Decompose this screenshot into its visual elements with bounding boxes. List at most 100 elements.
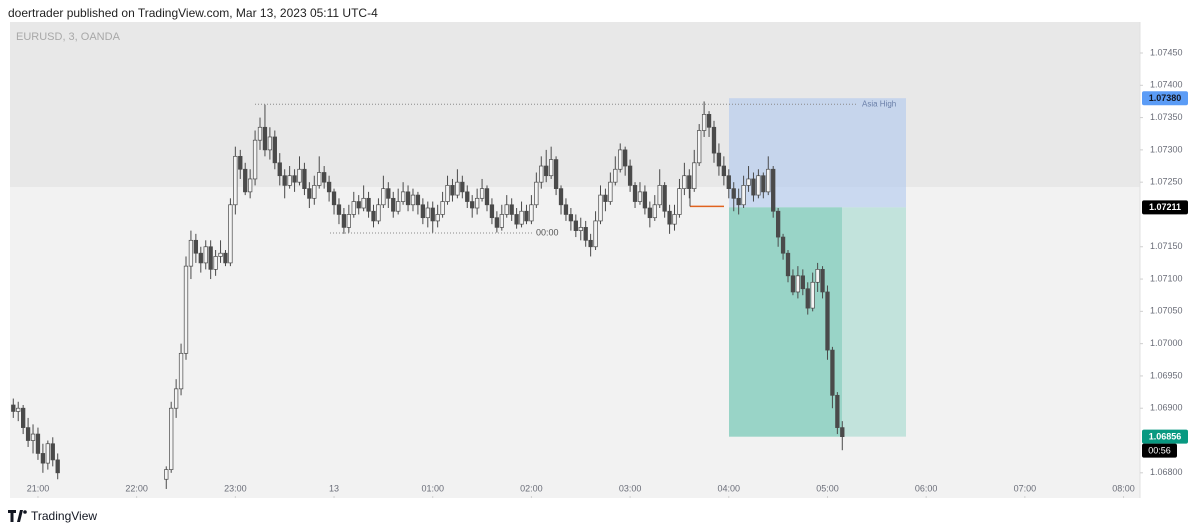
candle-body — [529, 204, 534, 222]
y-tick-label: 1.07450 — [1150, 47, 1183, 57]
candle-body — [21, 407, 26, 428]
candle-body — [766, 168, 771, 193]
candle-body — [534, 181, 539, 206]
footer-brand: TradingView — [31, 509, 98, 523]
candle-body — [810, 281, 815, 309]
candle-body — [183, 265, 189, 354]
candle-body — [55, 459, 60, 474]
candle-body — [558, 188, 564, 206]
candle-body — [775, 210, 781, 238]
candle-body — [682, 175, 687, 189]
candle-body — [539, 165, 544, 183]
candle-body — [800, 275, 805, 290]
candle-body — [430, 207, 435, 222]
candle-body — [726, 175, 731, 189]
candle-body — [544, 165, 549, 177]
candle-body — [381, 188, 386, 206]
candle-body — [627, 165, 633, 186]
candle-body — [361, 197, 366, 209]
x-tick-label: 03:00 — [619, 483, 642, 493]
symbol-title: EURUSD, 3, OANDA — [16, 31, 121, 43]
candle-body — [405, 191, 411, 206]
candle-body — [721, 165, 727, 177]
y-tick-label: 1.07400 — [1150, 80, 1183, 90]
candle-body — [252, 139, 258, 180]
candle-body — [282, 175, 287, 186]
candle-body — [825, 291, 830, 351]
candle-body — [677, 188, 682, 215]
x-tick-label: 01:00 — [421, 483, 444, 493]
candle-body — [396, 201, 401, 212]
candle-body — [608, 181, 613, 202]
x-tick-label: 02:00 — [520, 483, 543, 493]
candle-body — [598, 194, 603, 222]
candle-body — [25, 427, 31, 441]
candle-body — [336, 204, 342, 215]
y-tick-label: 1.06800 — [1150, 467, 1183, 477]
candle-body — [568, 214, 574, 222]
candle-body — [302, 168, 307, 189]
candle-body — [346, 214, 351, 228]
candle-body — [588, 239, 593, 248]
candle-body — [771, 168, 776, 212]
candle-body — [751, 178, 756, 196]
candle-body — [637, 191, 643, 202]
candle-body — [470, 201, 475, 209]
candle-body — [425, 207, 430, 219]
candle-body — [297, 168, 302, 183]
candle-body — [16, 407, 21, 412]
x-tick-label: 23:00 — [224, 483, 247, 493]
candle-body — [563, 204, 569, 215]
x-tick-label: 21:00 — [27, 483, 50, 493]
price-label-box — [1142, 91, 1188, 106]
candle-body — [400, 191, 406, 202]
candle-body — [736, 197, 741, 206]
candle-body — [603, 194, 608, 202]
y-tick-label: 1.07300 — [1150, 144, 1183, 154]
candle-body — [479, 188, 485, 199]
y-tick-label: 1.06900 — [1150, 403, 1183, 413]
candle-body — [657, 185, 662, 206]
x-tick-label: 05:00 — [816, 483, 839, 493]
candle-body — [474, 197, 480, 209]
y-tick-label: 1.07050 — [1150, 306, 1183, 316]
candle-body — [711, 126, 717, 154]
candle-body — [514, 214, 519, 225]
candle-body — [692, 162, 697, 189]
candle-body — [262, 126, 268, 151]
candle-body — [198, 252, 203, 264]
candle-body — [489, 204, 495, 219]
candle-body — [647, 207, 652, 219]
candle-body — [164, 469, 169, 480]
candle-body — [420, 204, 426, 219]
candle-body — [548, 159, 554, 177]
candle-body — [741, 185, 746, 206]
candle-body — [716, 152, 722, 167]
candle-body — [376, 204, 381, 222]
candle-body — [173, 388, 179, 409]
candle-body — [435, 214, 440, 222]
price-label: 1.07380 — [1149, 93, 1182, 103]
candle-body — [623, 149, 628, 167]
candle-body — [835, 394, 840, 428]
candle-body — [524, 210, 529, 222]
y-tick-label: 1.06950 — [1150, 370, 1183, 380]
y-tick-label: 1.07100 — [1150, 273, 1183, 283]
candle-body — [756, 175, 761, 196]
reward-zone-filled — [729, 207, 842, 437]
candle-body — [247, 178, 253, 193]
candle-body — [322, 172, 327, 183]
candle-body — [208, 246, 213, 270]
candle-body — [277, 162, 282, 177]
candle-body — [45, 443, 50, 464]
candle-body — [188, 239, 194, 267]
candle-body — [785, 252, 791, 277]
x-tick-label: 22:00 — [125, 483, 148, 493]
candle-body — [465, 191, 470, 202]
candle-body — [652, 204, 657, 219]
candle-body — [830, 349, 835, 396]
candle-body — [169, 407, 174, 470]
candle-body — [356, 201, 361, 209]
candle-body — [317, 172, 322, 186]
